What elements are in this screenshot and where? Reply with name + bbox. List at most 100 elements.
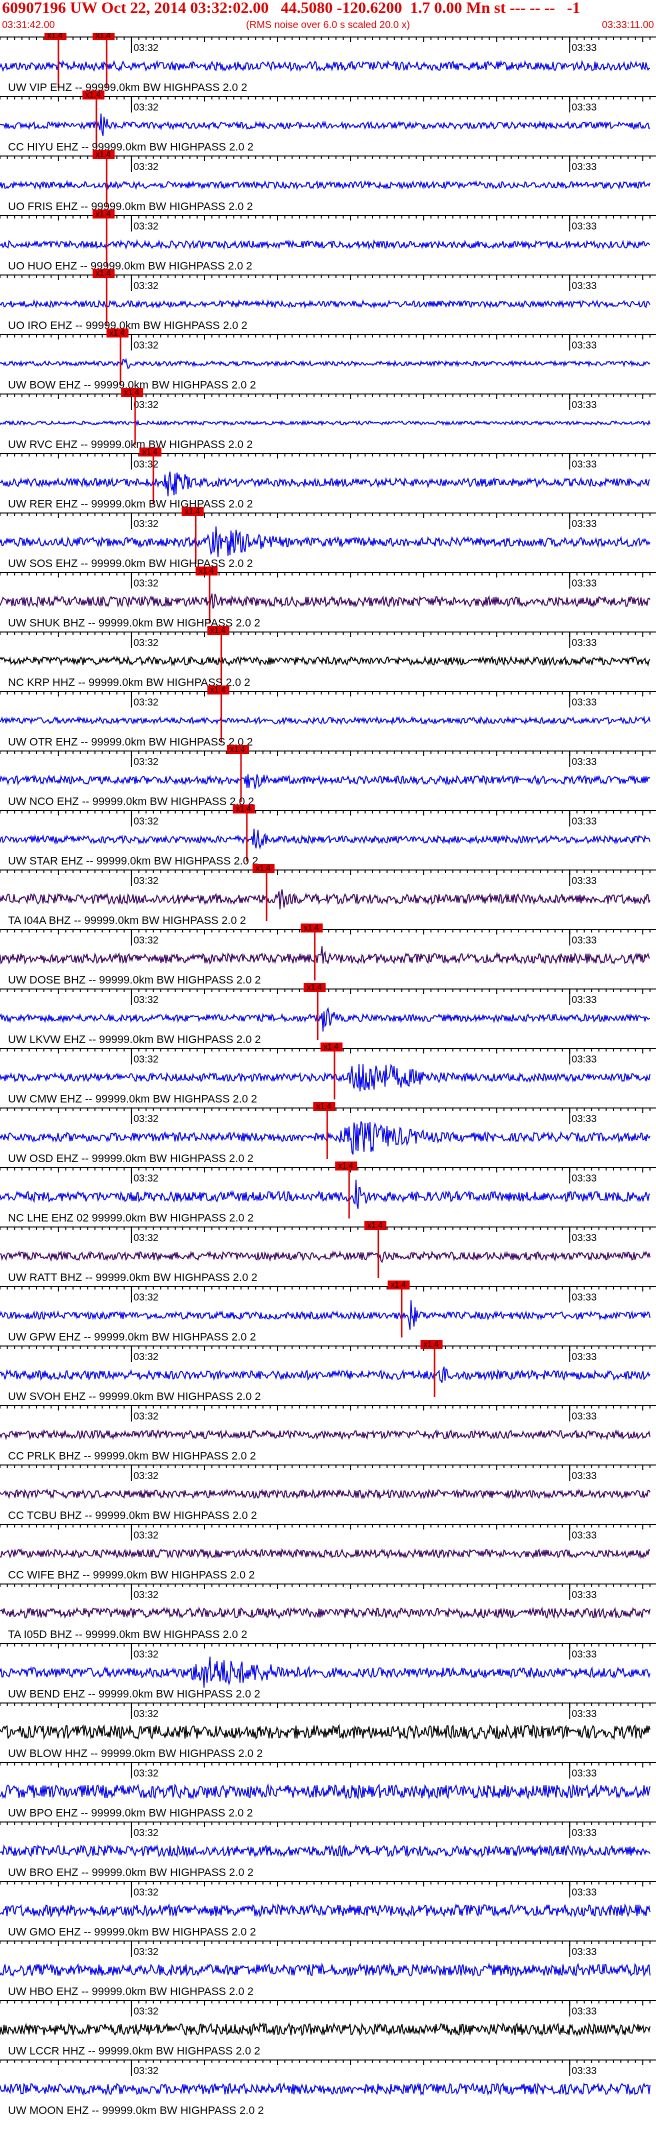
pick-flag [320, 1042, 343, 1052]
waveform-trace [0, 1606, 651, 1620]
minute-label: 03:33 [572, 1352, 597, 1363]
station-label: TA I04A BHZ -- 99999.0km BW HIGHPASS 2.0… [8, 915, 246, 927]
waveform-trace [0, 113, 651, 137]
minute-label: 03:33 [572, 1709, 597, 1720]
pick-label: x1.4 [85, 91, 101, 100]
waveform-trace [0, 419, 651, 427]
minute-label: 03:32 [133, 1293, 158, 1304]
station-label: UW BOW EHZ -- 99999.0km BW HIGHPASS 2.0 … [8, 380, 256, 392]
station-label: CC PRLK BHZ -- 99999.0km BW HIGHPASS 2.0… [8, 1451, 256, 1463]
station-label: UW BEND EHZ -- 99999.0km BW HIGHPASS 2.0… [8, 1689, 260, 1701]
waveform-trace [0, 526, 651, 558]
station-label: UW CMW EHZ -- 99999.0km BW HIGHPASS 2.0 … [8, 1094, 257, 1106]
waveform-trace [0, 1903, 651, 1918]
pick-label: x1.4 [96, 269, 112, 278]
station-label: UW BPO EHZ -- 99999.0km BW HIGHPASS 2.0 … [8, 1808, 253, 1820]
minute-label: 03:32 [133, 1471, 158, 1482]
minute-label: 03:32 [133, 460, 158, 471]
end-time: 03:33:11.00 [601, 20, 654, 31]
pick-flag [121, 388, 144, 397]
minute-label: 03:33 [572, 2066, 597, 2077]
waveform-trace [0, 1063, 651, 1092]
minute-label: 03:32 [133, 519, 158, 530]
waveform-trace [0, 59, 651, 72]
minute-label: 03:32 [133, 1531, 158, 1542]
minute-label: 03:33 [572, 460, 597, 471]
plot-header: 60907196 UW Oct 22, 2014 03:32:02.00 44.… [0, 0, 656, 33]
station-label: UW OSD EHZ -- 99999.0km BW HIGHPASS 2.0 … [8, 1153, 254, 1165]
waveform-trace [0, 239, 651, 250]
waveform-trace [0, 1366, 651, 1383]
station-label: UW GMO EHZ -- 99999.0km BW HIGHPASS 2.0 … [8, 1927, 256, 1939]
waveform-trace [0, 179, 651, 191]
minute-label: 03:32 [133, 936, 158, 947]
minute-label: 03:33 [572, 162, 597, 173]
minute-label: 03:33 [572, 400, 597, 411]
station-label: UW OTR EHZ -- 99999.0km BW HIGHPASS 2.0 … [8, 737, 253, 749]
pick-flag [106, 328, 129, 338]
station-label: UO HUO EHZ -- 99999.0km BW HIGHPASS 2.0 … [8, 261, 252, 273]
station-label: UW LCCR HHZ -- 99999.0km BW HIGHPASS 2.0… [8, 2046, 260, 2058]
station-label: UW DOSE BHZ -- 99999.0km BW HIGHPASS 2.0… [8, 975, 261, 987]
waveform-trace [0, 593, 651, 609]
waveform-trace [0, 1429, 651, 1441]
minute-label: 03:32 [133, 1769, 158, 1780]
minute-label: 03:33 [572, 1471, 597, 1482]
start-time: 03:31:42.00 [2, 20, 55, 31]
minute-label: 03:33 [572, 43, 597, 54]
minute-label: 03:33 [572, 1947, 597, 1958]
minute-label: 03:32 [133, 579, 158, 590]
waveform-trace [0, 1179, 651, 1209]
waveform-trace [0, 1723, 651, 1741]
station-label: UW SOS EHZ -- 99999.0km BW HIGHPASS 2.0 … [8, 558, 253, 570]
minute-label: 03:33 [572, 1055, 597, 1066]
minute-label: 03:33 [572, 281, 597, 292]
minute-label: 03:33 [572, 579, 597, 590]
pick-flag [387, 1280, 410, 1290]
station-label: UW GPW EHZ -- 99999.0km BW HIGHPASS 2.0 … [8, 1332, 256, 1344]
pick-flag [207, 626, 230, 635]
minute-label: 03:33 [572, 1114, 597, 1125]
minute-label: 03:32 [133, 1055, 158, 1066]
station-label: CC HIYU EHZ -- 99999.0km BW HIGHPASS 2.0… [8, 142, 254, 154]
minute-label: 03:33 [572, 222, 597, 233]
minute-label: 03:32 [133, 757, 158, 768]
pick-label: x1.4 [210, 626, 226, 635]
plot-subtitle: (RMS noise over 6.0 s scaled 20.0 x) [246, 20, 410, 31]
waveform-trace [0, 1843, 651, 1858]
station-label: UW BLOW HHZ -- 99999.0km BW HIGHPASS 2.0… [8, 1748, 263, 1760]
station-label: CC WIFE BHZ -- 99999.0km BW HIGHPASS 2.0… [8, 1570, 255, 1582]
waveform-trace [0, 828, 651, 850]
pick-flag [232, 804, 255, 814]
minute-label: 03:33 [572, 1531, 597, 1542]
pick-flag [82, 90, 105, 100]
station-label: UW MOON EHZ -- 99999.0km BW HIGHPASS 2.0… [8, 2105, 264, 2117]
minute-label: 03:32 [133, 876, 158, 887]
pick-label: x1.4 [391, 1281, 407, 1290]
waveform-trace [0, 2022, 651, 2037]
pick-label: x1.4 [185, 507, 201, 516]
waveform-trace [0, 946, 651, 966]
pick-label: x1.4 [96, 210, 112, 219]
minute-label: 03:32 [133, 638, 158, 649]
pick-flag [252, 864, 275, 873]
pick-flag [92, 33, 115, 40]
station-label: UW NCO EHZ -- 99999.0km BW HIGHPASS 2.0 … [8, 796, 254, 808]
pick-flag [207, 685, 230, 695]
station-label: UW RATT BHZ -- 99999.0km BW HIGHPASS 2.0… [8, 1272, 257, 1284]
pick-label: x1.4 [304, 924, 320, 933]
minute-label: 03:32 [133, 1352, 158, 1363]
minute-label: 03:32 [133, 1412, 158, 1423]
minute-label: 03:33 [572, 1828, 597, 1839]
station-label: CC TCBU BHZ -- 99999.0km BW HIGHPASS 2.0… [8, 1510, 257, 1522]
minute-label: 03:33 [572, 341, 597, 352]
pick-label: x1.4 [96, 33, 112, 40]
station-label: NC KRP HHZ -- 99999.0km BW HIGHPASS 2.0 … [8, 677, 250, 689]
pick-flag [313, 1102, 336, 1111]
pick-label: x1.4 [124, 388, 140, 397]
pick-label: x1.4 [210, 686, 226, 695]
minute-label: 03:33 [572, 936, 597, 947]
waveform-trace [0, 1488, 651, 1500]
station-label: UW BRO EHZ -- 99999.0km BW HIGHPASS 2.0 … [8, 1867, 254, 1879]
